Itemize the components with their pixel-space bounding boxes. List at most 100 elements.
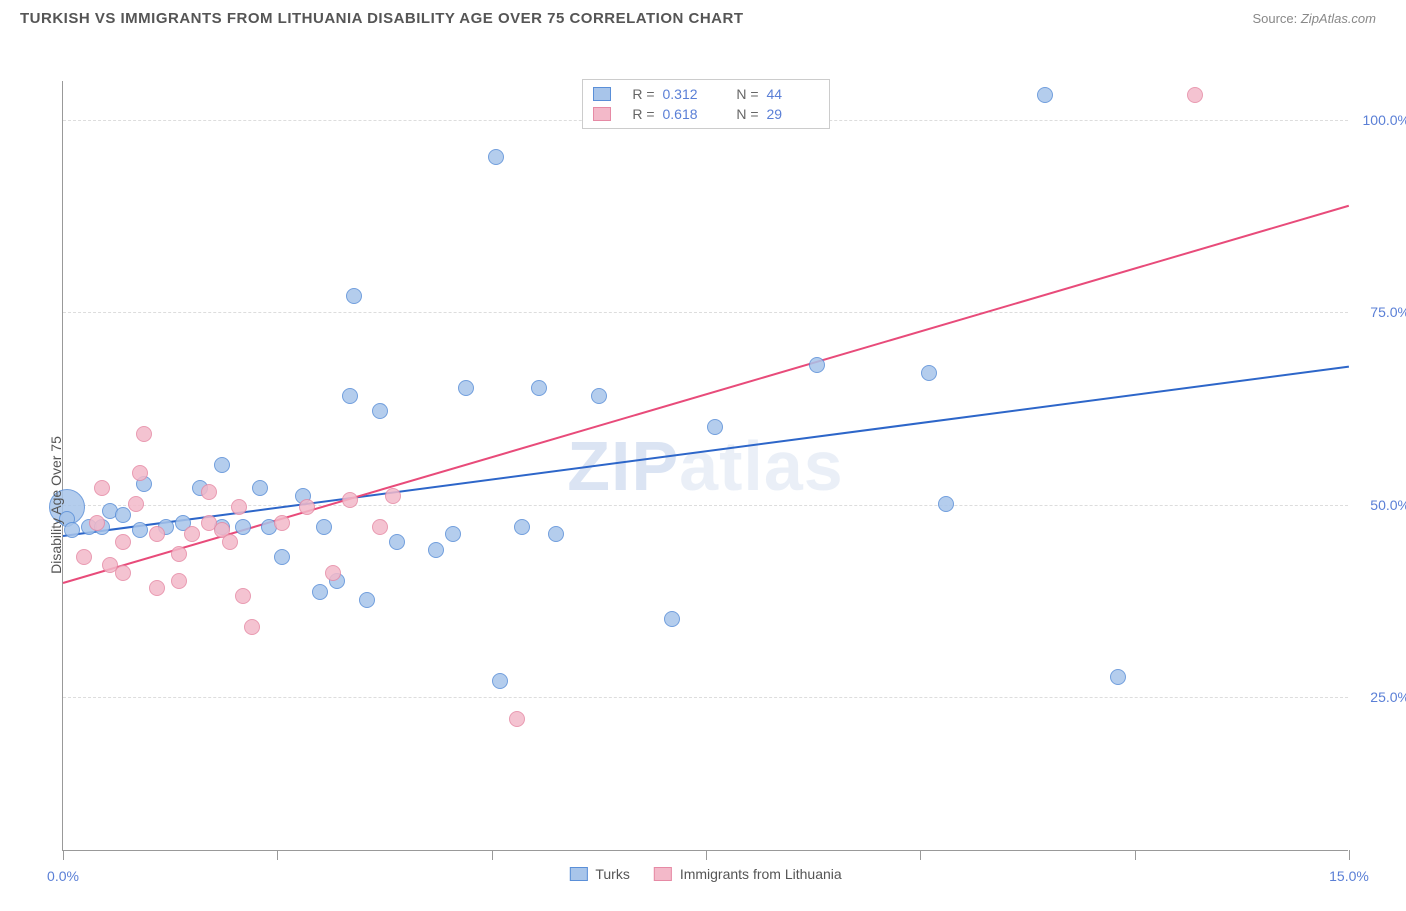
data-point-turks bbox=[492, 673, 508, 689]
data-point-turks bbox=[664, 611, 680, 627]
data-point-lithuania bbox=[171, 546, 187, 562]
r-label: R = bbox=[619, 86, 655, 102]
xtick-label: 15.0% bbox=[1329, 868, 1369, 884]
data-point-turks bbox=[359, 592, 375, 608]
data-point-lithuania bbox=[89, 515, 105, 531]
source-label: Source: bbox=[1252, 11, 1300, 26]
data-point-turks bbox=[274, 549, 290, 565]
plot-area: ZIPatlas25.0%50.0%75.0%100.0%0.0%15.0%R … bbox=[62, 81, 1348, 851]
legend-label: Immigrants from Lithuania bbox=[680, 866, 842, 882]
correlation-chart: ZIPatlas25.0%50.0%75.0%100.0%0.0%15.0%R … bbox=[20, 33, 1406, 911]
data-point-lithuania bbox=[201, 484, 217, 500]
data-point-lithuania bbox=[115, 565, 131, 581]
xtick-label: 0.0% bbox=[47, 868, 79, 884]
xtick bbox=[1135, 850, 1136, 860]
data-point-turks bbox=[488, 149, 504, 165]
data-point-lithuania bbox=[149, 526, 165, 542]
trendline-lithuania bbox=[63, 204, 1350, 583]
data-point-lithuania bbox=[509, 711, 525, 727]
data-point-lithuania bbox=[184, 526, 200, 542]
r-value: 0.618 bbox=[663, 106, 715, 122]
legend-item-lithuania: Immigrants from Lithuania bbox=[654, 866, 842, 882]
data-point-turks bbox=[548, 526, 564, 542]
data-point-lithuania bbox=[1187, 87, 1203, 103]
ytick-label: 50.0% bbox=[1370, 497, 1406, 513]
data-point-turks bbox=[64, 522, 80, 538]
data-point-turks bbox=[1037, 87, 1053, 103]
n-value: 29 bbox=[767, 106, 819, 122]
data-point-turks bbox=[312, 584, 328, 600]
r-label: R = bbox=[619, 106, 655, 122]
legend-swatch bbox=[593, 107, 611, 121]
n-label: N = bbox=[723, 106, 759, 122]
xtick bbox=[706, 850, 707, 860]
data-point-lithuania bbox=[385, 488, 401, 504]
data-point-lithuania bbox=[76, 549, 92, 565]
data-point-lithuania bbox=[222, 534, 238, 550]
data-point-lithuania bbox=[274, 515, 290, 531]
gridline bbox=[63, 505, 1348, 506]
data-point-turks bbox=[514, 519, 530, 535]
legend-swatch bbox=[593, 87, 611, 101]
r-value: 0.312 bbox=[663, 86, 715, 102]
source-link[interactable]: ZipAtlas.com bbox=[1301, 11, 1376, 26]
data-point-turks bbox=[938, 496, 954, 512]
data-point-turks bbox=[458, 380, 474, 396]
y-axis-label: Disability Age Over 75 bbox=[48, 436, 64, 574]
xtick bbox=[492, 850, 493, 860]
ytick-label: 25.0% bbox=[1370, 689, 1406, 705]
data-point-turks bbox=[707, 419, 723, 435]
xtick bbox=[277, 850, 278, 860]
xtick bbox=[920, 850, 921, 860]
trendline-turks bbox=[63, 366, 1349, 537]
data-point-turks bbox=[252, 480, 268, 496]
data-point-turks bbox=[809, 357, 825, 373]
gridline bbox=[63, 697, 1348, 698]
data-point-lithuania bbox=[115, 534, 131, 550]
data-point-turks bbox=[132, 522, 148, 538]
page-title: TURKISH VS IMMIGRANTS FROM LITHUANIA DIS… bbox=[20, 10, 744, 27]
data-point-turks bbox=[389, 534, 405, 550]
data-point-turks bbox=[235, 519, 251, 535]
legend-item-turks: Turks bbox=[569, 866, 629, 882]
gridline bbox=[63, 312, 1348, 313]
data-point-turks bbox=[214, 457, 230, 473]
data-point-lithuania bbox=[325, 565, 341, 581]
data-point-turks bbox=[921, 365, 937, 381]
legend-swatch bbox=[654, 867, 672, 881]
data-point-lithuania bbox=[171, 573, 187, 589]
data-point-lithuania bbox=[299, 499, 315, 515]
ytick-label: 100.0% bbox=[1363, 112, 1406, 128]
data-point-turks bbox=[346, 288, 362, 304]
data-point-turks bbox=[342, 388, 358, 404]
data-point-turks bbox=[428, 542, 444, 558]
n-label: N = bbox=[723, 86, 759, 102]
data-point-turks bbox=[1110, 669, 1126, 685]
data-point-lithuania bbox=[136, 426, 152, 442]
data-point-lithuania bbox=[94, 480, 110, 496]
data-point-turks bbox=[115, 507, 131, 523]
legend-label: Turks bbox=[595, 866, 629, 882]
data-point-lithuania bbox=[235, 588, 251, 604]
legend-swatch bbox=[569, 867, 587, 881]
stats-row-lithuania: R = 0.618 N = 29 bbox=[593, 104, 819, 124]
data-point-turks bbox=[316, 519, 332, 535]
series-legend: Turks Immigrants from Lithuania bbox=[569, 866, 841, 882]
xtick bbox=[63, 850, 64, 860]
source-attribution: Source: ZipAtlas.com bbox=[1252, 11, 1376, 26]
data-point-lithuania bbox=[342, 492, 358, 508]
data-point-lithuania bbox=[128, 496, 144, 512]
data-point-lithuania bbox=[244, 619, 260, 635]
data-point-turks bbox=[372, 403, 388, 419]
data-point-lithuania bbox=[132, 465, 148, 481]
data-point-lithuania bbox=[372, 519, 388, 535]
data-point-lithuania bbox=[149, 580, 165, 596]
data-point-turks bbox=[531, 380, 547, 396]
data-point-lithuania bbox=[231, 499, 247, 515]
ytick-label: 75.0% bbox=[1370, 304, 1406, 320]
data-point-turks bbox=[591, 388, 607, 404]
n-value: 44 bbox=[767, 86, 819, 102]
data-point-turks bbox=[445, 526, 461, 542]
stats-legend: R = 0.312 N = 44 R = 0.618 N = 29 bbox=[582, 79, 830, 129]
stats-row-turks: R = 0.312 N = 44 bbox=[593, 84, 819, 104]
